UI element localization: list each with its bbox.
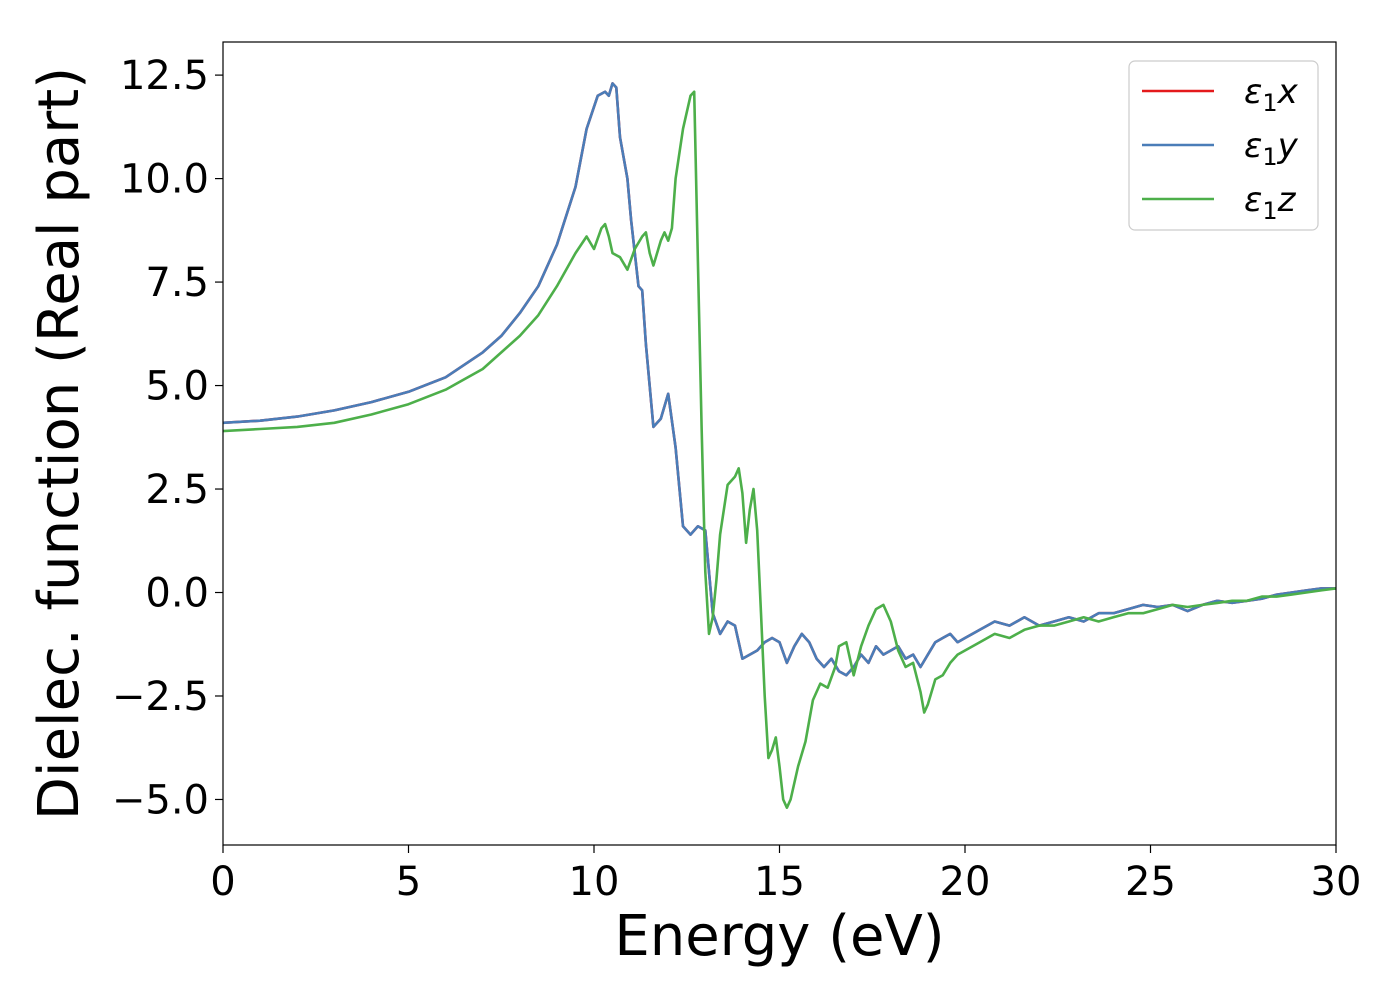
x-tick-label: 0 (210, 859, 235, 905)
y-tick-label: −2.5 (112, 674, 209, 720)
legend-box (1128, 60, 1319, 231)
y-tick-label: 2.5 (145, 467, 209, 513)
y-tick-label: 5.0 (145, 364, 209, 410)
y-tick-label: 0.0 (145, 571, 209, 617)
legend-item-y: ε1y (1142, 126, 1299, 171)
y-tick-label: 12.5 (120, 53, 209, 99)
y-tick-label: −5.0 (112, 777, 209, 823)
x-tick-label: 10 (569, 859, 620, 905)
y-axis: −5.0 −2.5 0.0 2.5 5.0 7.5 10.0 12.5 (112, 53, 223, 823)
series-line-y (223, 82, 1336, 677)
x-tick-label: 15 (754, 859, 805, 905)
legend-label: ε1x (1244, 72, 1299, 117)
legend: ε1x ε1y ε1z (1128, 60, 1319, 231)
series-layer (223, 82, 1336, 810)
series-line-z (223, 90, 1336, 810)
x-tick-label: 25 (1125, 859, 1176, 905)
x-tick-label: 20 (940, 859, 991, 905)
legend-item-z: ε1z (1142, 180, 1297, 225)
legend-item-x: ε1x (1142, 72, 1299, 117)
legend-label: ε1y (1244, 126, 1299, 171)
x-tick-label: 5 (396, 859, 421, 905)
legend-label: ε1z (1244, 180, 1297, 225)
x-axis: 0 5 10 15 20 25 30 (210, 845, 1361, 905)
y-tick-label: 7.5 (145, 260, 209, 306)
y-axis-label: Dielec. function (Real part) (27, 67, 92, 820)
x-axis-label: Energy (eV) (614, 904, 944, 969)
y-tick-label: 10.0 (120, 157, 209, 203)
x-tick-label: 30 (1311, 859, 1362, 905)
